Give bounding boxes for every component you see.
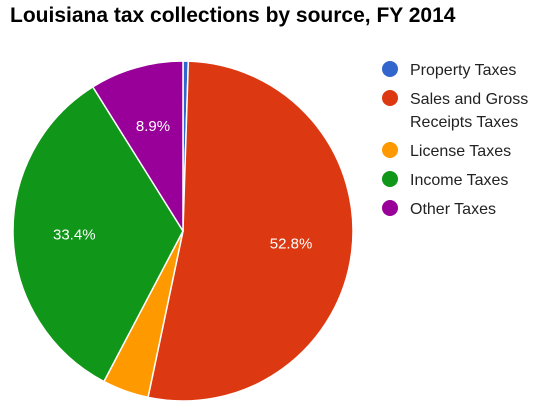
- legend-item-license-taxes: License Taxes: [382, 140, 558, 163]
- legend-item-other-taxes: Other Taxes: [382, 198, 558, 221]
- legend-label: License Taxes: [410, 143, 512, 160]
- pie-slice-other-taxes: [92, 60, 184, 232]
- data-label-other-taxes: 8.9%: [136, 118, 170, 135]
- data-label-sales-and-gross-receipts-taxes: 52.8%: [270, 235, 313, 252]
- data-label-income-taxes: 33.4%: [53, 227, 96, 244]
- legend-swatch: [382, 61, 398, 77]
- legend-label: Other Taxes: [410, 201, 496, 218]
- legend-item-property-taxes: Property Taxes: [382, 59, 558, 82]
- legend-swatch: [382, 142, 398, 158]
- legend-label: Property Taxes: [410, 62, 517, 79]
- legend-swatch: [382, 171, 398, 187]
- chart-title: Louisiana tax collections by source, FY …: [10, 4, 456, 27]
- pie-slices: [12, 60, 354, 402]
- pie-slice-income-taxes: [12, 86, 184, 383]
- legend-swatch: [382, 90, 398, 106]
- legend-label: Income Taxes: [410, 172, 509, 189]
- pie-slice-sales-and-gross-receipts-taxes: [147, 60, 354, 402]
- legend-item-income-taxes: Income Taxes: [382, 169, 558, 192]
- legend-swatch: [382, 200, 398, 216]
- chart-legend: Property Taxes Sales and Gross Receipts T…: [382, 59, 558, 227]
- pie-data-labels: 52.8% 33.4% 8.9%: [53, 118, 312, 253]
- legend-label: Sales and Gross Receipts Taxes: [410, 91, 529, 131]
- legend-item-sales-and-gross-receipts-taxes: Sales and Gross Receipts Taxes: [382, 88, 558, 134]
